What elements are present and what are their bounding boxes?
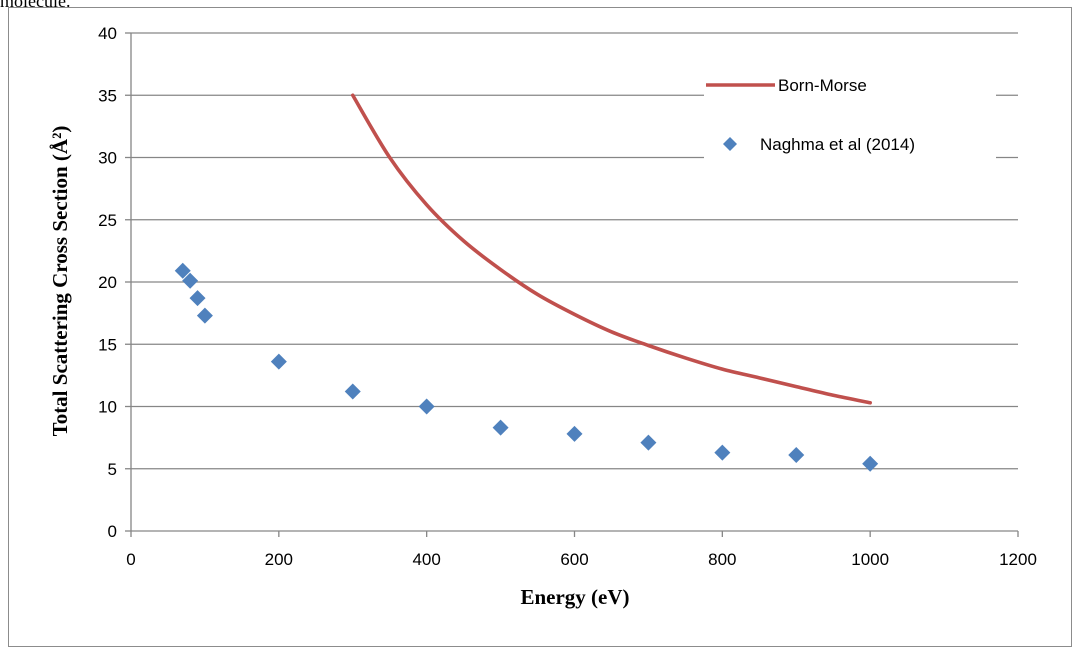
y-tick-label: 5: [108, 460, 117, 479]
caption-fragment: molecule.: [0, 0, 71, 11]
axes: [125, 32, 1019, 537]
data-point: [182, 272, 199, 289]
legend: Born-Morse Naghma et al (2014): [706, 76, 915, 154]
data-point: [566, 425, 583, 442]
x-tick-label: 0: [126, 550, 135, 569]
legend-swatch-diamond: [723, 137, 737, 151]
x-tick-label: 600: [560, 550, 588, 569]
x-axis-title: Energy (eV): [520, 585, 629, 609]
data-point: [788, 447, 805, 464]
data-point: [270, 353, 287, 370]
series-1: [174, 262, 879, 472]
series-0: [350, 93, 872, 405]
x-tick-label: 200: [265, 550, 293, 569]
series-layer: [174, 93, 879, 472]
data-point: [418, 398, 435, 415]
y-tick-label: 10: [98, 398, 117, 417]
y-axis-title: Total Scattering Cross Section (Å²): [48, 126, 72, 437]
data-point: [492, 419, 509, 436]
y-tick-label: 15: [98, 335, 117, 354]
data-point: [196, 307, 213, 324]
x-tick-label: 1000: [851, 550, 889, 569]
x-tick-labels: 0 200 400 600 800 1000 1200: [126, 550, 1037, 569]
y-tick-label: 35: [98, 86, 117, 105]
born-morse-line: [350, 93, 872, 405]
data-point: [344, 383, 361, 400]
data-point: [640, 434, 657, 451]
y-tick-label: 20: [98, 273, 117, 292]
x-tick-label: 1200: [999, 550, 1037, 569]
y-tick-label: 30: [98, 149, 117, 168]
data-point: [189, 290, 206, 307]
legend-label: Naghma et al (2014): [760, 135, 915, 154]
data-point: [862, 455, 879, 472]
y-tick-labels: 0 5 10 15 20 25 30 35 40: [98, 24, 117, 541]
data-point: [174, 262, 191, 279]
x-tick-label: 400: [412, 550, 440, 569]
x-tick-label: 800: [708, 550, 736, 569]
y-tick-label: 25: [98, 211, 117, 230]
data-point: [714, 444, 731, 461]
y-tick-label: 0: [108, 522, 117, 541]
y-tick-label: 40: [98, 24, 117, 43]
legend-label: Born-Morse: [778, 76, 867, 95]
